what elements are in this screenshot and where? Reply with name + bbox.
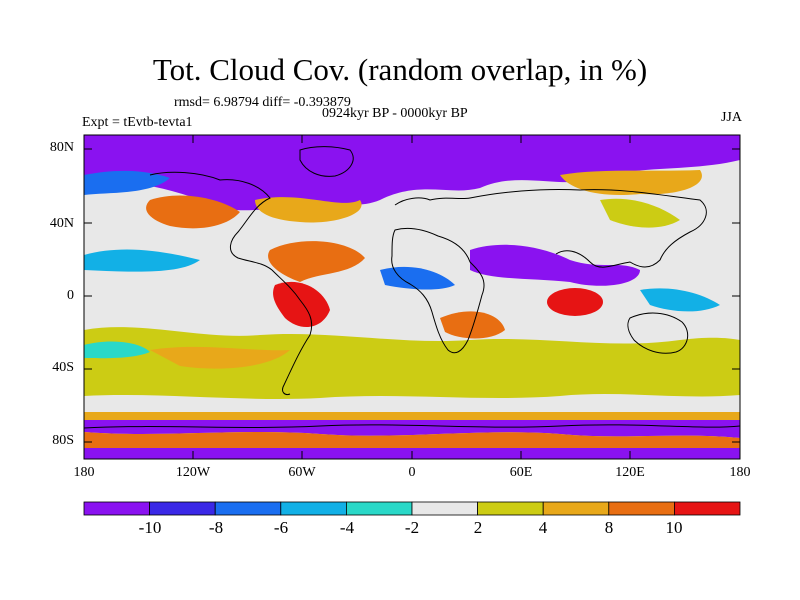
africa-south-positive: [440, 311, 505, 339]
colorbar-swatch: [149, 501, 216, 516]
colorbar-swatch: [214, 501, 282, 516]
asia-north-positive: [560, 170, 702, 196]
colorbar-swatch: [674, 501, 741, 516]
colorbar-label-8: 8: [604, 518, 614, 537]
lat-tick-40n: 40N: [49, 216, 74, 231]
antarctic-positive-band: [84, 432, 740, 448]
stats-text: rmsd= 6.98794 diff= -0.393879: [174, 95, 351, 110]
lat-tick-80n: 80N: [49, 140, 74, 155]
lon-tick-60e: 60E: [509, 465, 533, 480]
period-text: 0924kyr BP - 0000kyr BP: [322, 106, 468, 121]
eurasia-coastline: [394, 188, 707, 268]
tropical-negative-region: [470, 244, 640, 286]
indian-ocean-positive: [547, 288, 603, 316]
pacific-cyan-region: [84, 249, 200, 272]
coastlines: [84, 146, 740, 429]
colorbar-swatch: [280, 501, 347, 516]
lat-tick-40s: 40S: [52, 360, 74, 375]
colorbar-swatch: [608, 501, 675, 516]
maritime-cyan-region: [640, 288, 720, 312]
season-label: JJA: [720, 110, 742, 125]
colorbar-swatch: [477, 501, 544, 516]
colorbar-label-neg4: -4: [339, 518, 355, 537]
antarctic-negative-band: [84, 420, 740, 438]
lon-tick-180e: 180: [729, 465, 751, 480]
colorbar-swatch: [345, 501, 413, 516]
antarctic-orange-band: [84, 412, 740, 420]
tick-marks: [84, 135, 740, 459]
africa-blue-region: [380, 266, 455, 290]
map-title: Tot. Cloud Cov. (random overlap, in %): [152, 52, 648, 87]
lon-tick-0: 0: [408, 465, 416, 480]
colorbar-label-neg10: -10: [138, 518, 162, 537]
south-america-positive: [273, 281, 330, 328]
atlantic-north-positive: [255, 197, 362, 223]
arctic-negative-region: [84, 135, 740, 211]
pacific-north-blue: [84, 170, 170, 195]
colorbar-label-neg2: -2: [404, 518, 420, 537]
colorbar-swatch: [411, 501, 478, 516]
experiment-label: Expt = tEvtb-tevta1: [82, 115, 193, 130]
colorbar-label-2: 2: [473, 518, 483, 537]
atlantic-tropical-positive: [268, 241, 365, 282]
colorbar-swatch: [83, 501, 150, 516]
colorbar-label-10: 10: [665, 518, 683, 537]
southern-ocean-positive: [84, 327, 740, 399]
na-positive-region: [146, 195, 240, 229]
colorbar-label-neg8: -8: [208, 518, 224, 537]
colorbar-label-4: 4: [538, 518, 548, 537]
lon-tick-120w: 120W: [175, 465, 211, 480]
anomaly-field: [84, 135, 740, 459]
colorbar: [83, 501, 741, 516]
lat-tick-0: 0: [67, 288, 74, 303]
africa-coastline: [391, 227, 485, 354]
colorbar-label-neg6: -6: [273, 518, 289, 537]
australia-coastline: [627, 312, 689, 354]
asia-positive-yellow: [600, 198, 680, 228]
lat-tick-80s: 80S: [52, 433, 74, 448]
colorbar-swatch: [542, 501, 610, 516]
south-pacific-cyan: [84, 341, 150, 359]
lon-tick-120e: 120E: [615, 465, 645, 480]
antarctica-coastline: [84, 424, 740, 429]
south-pacific-positive: [150, 346, 290, 369]
lon-tick-60w: 60W: [288, 465, 316, 480]
americas-coastline: [149, 171, 313, 395]
lon-tick-180w: 180: [73, 465, 95, 480]
greenland-coastline: [299, 146, 354, 177]
